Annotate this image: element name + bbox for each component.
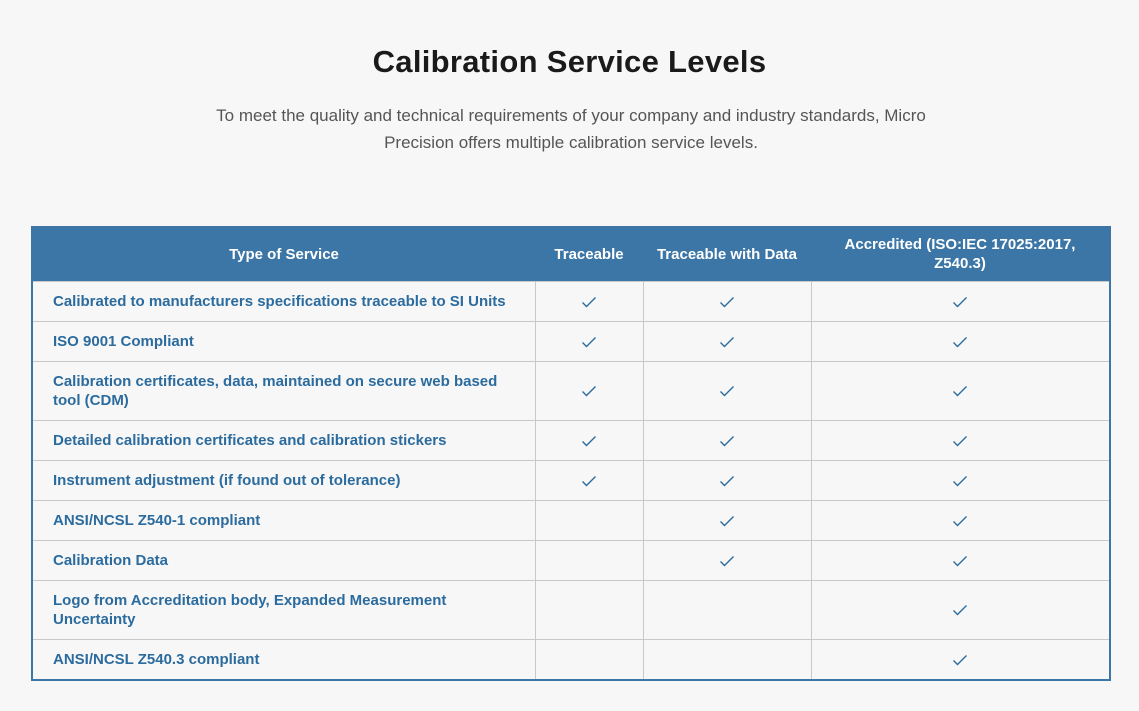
check-cell <box>642 459 811 500</box>
checkmark-icon <box>953 336 968 348</box>
checkmark-icon <box>582 435 596 447</box>
check-cell <box>810 539 1109 580</box>
service-levels-table: Type of Service Traceable Traceable with… <box>31 226 1111 681</box>
check-cell <box>534 499 643 540</box>
check-cell <box>534 280 643 321</box>
intro-text: To meet the quality and technical requir… <box>216 106 926 152</box>
checkmark-icon <box>582 296 596 308</box>
check-cell <box>534 579 643 639</box>
service-type-label: ISO 9001 Compliant <box>33 320 535 361</box>
check-cell <box>810 579 1109 639</box>
service-type-label: ANSI/NCSL Z540-1 compliant <box>33 499 535 540</box>
check-cell <box>534 459 643 500</box>
checkmark-icon <box>720 555 734 567</box>
table-row: Detailed calibration certificates and ca… <box>33 419 1109 460</box>
service-type-label: Detailed calibration certificates and ca… <box>33 419 535 460</box>
check-cell <box>810 280 1109 321</box>
check-cell <box>642 419 811 460</box>
table-row: Calibration Data <box>33 539 1109 580</box>
checkmark-icon <box>582 386 596 397</box>
checkmark-icon <box>720 336 734 348</box>
service-type-label: Calibration Data <box>33 539 535 580</box>
check-cell <box>534 360 643 420</box>
checkmark-icon <box>953 296 968 308</box>
check-cell <box>810 459 1109 500</box>
check-cell <box>810 419 1109 460</box>
checkmark-icon <box>953 605 968 616</box>
column-header-accredited: Accredited (ISO:IEC 17025:2017, Z540.3) <box>811 228 1109 281</box>
table-row: ANSI/NCSL Z540-1 compliant <box>33 499 1109 540</box>
table-header-row: Type of Service Traceable Traceable with… <box>33 228 1109 281</box>
check-cell <box>642 320 811 361</box>
table-row: Logo from Accreditation body, Expanded M… <box>33 579 1109 639</box>
service-type-label: Calibrated to manufacturers specificatio… <box>33 280 535 321</box>
column-header-traceable-with-data: Traceable with Data <box>643 228 811 281</box>
service-type-label: Calibration certificates, data, maintain… <box>33 360 535 420</box>
table-row: Instrument adjustment (if found out of t… <box>33 459 1109 500</box>
table-body: Calibrated to manufacturers specificatio… <box>33 280 1109 679</box>
table-row: ISO 9001 Compliant <box>33 320 1109 361</box>
check-cell <box>810 499 1109 540</box>
check-cell <box>810 360 1109 420</box>
check-cell <box>642 638 811 679</box>
check-cell <box>810 638 1109 679</box>
checkmark-icon <box>953 475 968 487</box>
column-header-traceable: Traceable <box>535 228 643 281</box>
table-row: Calibrated to manufacturers specificatio… <box>33 280 1109 321</box>
table-row: Calibration certificates, data, maintain… <box>33 360 1109 420</box>
check-cell <box>642 539 811 580</box>
checkmark-icon <box>720 475 734 487</box>
checkmark-icon <box>720 296 734 308</box>
checkmark-icon <box>953 555 968 567</box>
check-cell <box>534 320 643 361</box>
column-header-type-of-service: Type of Service <box>33 228 535 281</box>
checkmark-icon <box>953 386 968 397</box>
checkmark-icon <box>720 515 734 527</box>
service-type-label: ANSI/NCSL Z540.3 compliant <box>33 638 535 679</box>
checkmark-icon <box>582 475 596 487</box>
checkmark-icon <box>953 515 968 527</box>
service-type-label: Instrument adjustment (if found out of t… <box>33 459 535 500</box>
check-cell <box>642 579 811 639</box>
check-cell <box>534 638 643 679</box>
check-cell <box>534 419 643 460</box>
check-cell <box>642 360 811 420</box>
check-cell <box>642 280 811 321</box>
check-cell <box>810 320 1109 361</box>
checkmark-icon <box>953 654 968 666</box>
checkmark-icon <box>953 435 968 447</box>
check-cell <box>534 539 643 580</box>
checkmark-icon <box>720 386 734 397</box>
checkmark-icon <box>582 336 596 348</box>
page-title: Calibration Service Levels <box>372 44 767 79</box>
service-type-label: Logo from Accreditation body, Expanded M… <box>33 579 535 639</box>
table-row: ANSI/NCSL Z540.3 compliant <box>33 638 1109 679</box>
checkmark-icon <box>720 435 734 447</box>
check-cell <box>642 499 811 540</box>
